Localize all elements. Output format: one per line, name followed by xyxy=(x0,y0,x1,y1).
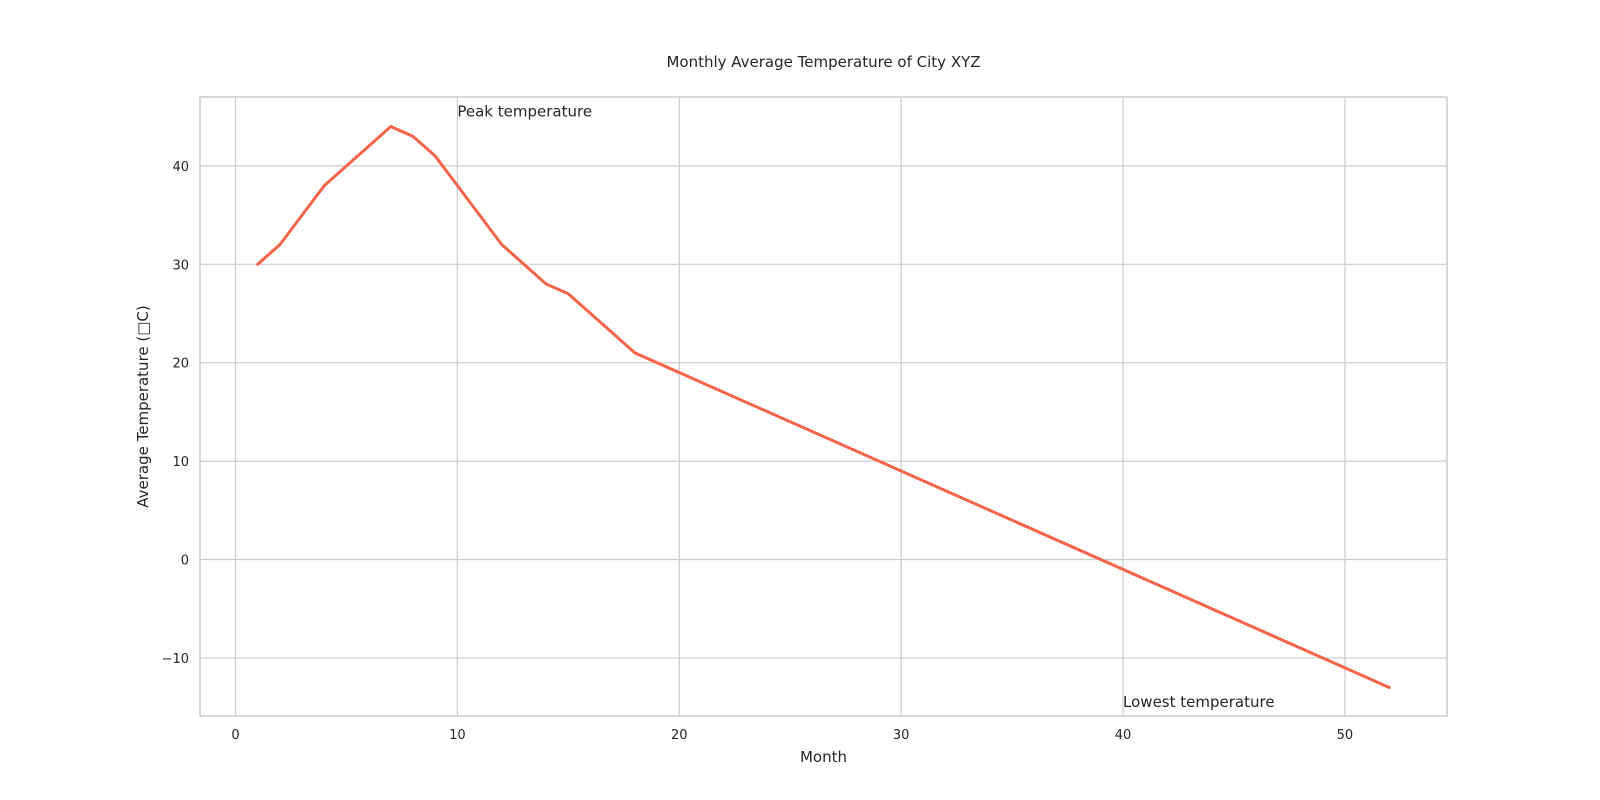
x-tick-label: 0 xyxy=(231,728,239,743)
annotations: Peak temperature Lowest temperature xyxy=(457,103,1274,711)
chart-title: Monthly Average Temperature of City XYZ xyxy=(666,53,980,71)
x-tick-label: 10 xyxy=(449,728,466,743)
series-line-0 xyxy=(256,125,1391,689)
x-tick-label: 40 xyxy=(1115,728,1132,743)
y-tick-label: 40 xyxy=(172,160,189,175)
plot-frame xyxy=(199,96,1448,717)
y-tick-label: −10 xyxy=(162,652,189,667)
y-tick-label: 30 xyxy=(172,258,189,273)
x-tick-label: 30 xyxy=(893,728,910,743)
y-tick-label: 20 xyxy=(172,357,189,372)
x-tick-label: 20 xyxy=(671,728,688,743)
y-axis-label: Average Temperature (□C) xyxy=(134,305,152,508)
annotation-label: Lowest temperature xyxy=(1123,693,1275,711)
y-tick-label: 10 xyxy=(172,455,189,470)
annotation-label: Peak temperature xyxy=(457,103,592,121)
y-tick-label: 0 xyxy=(181,554,189,569)
grid xyxy=(200,97,1447,716)
tick-labels: 0 10 20 30 40 50 −10 0 10 20 30 40 xyxy=(162,160,1354,743)
series-layer xyxy=(256,125,1391,689)
x-tick-label: 50 xyxy=(1337,728,1354,743)
x-axis-label: Month xyxy=(800,748,847,766)
